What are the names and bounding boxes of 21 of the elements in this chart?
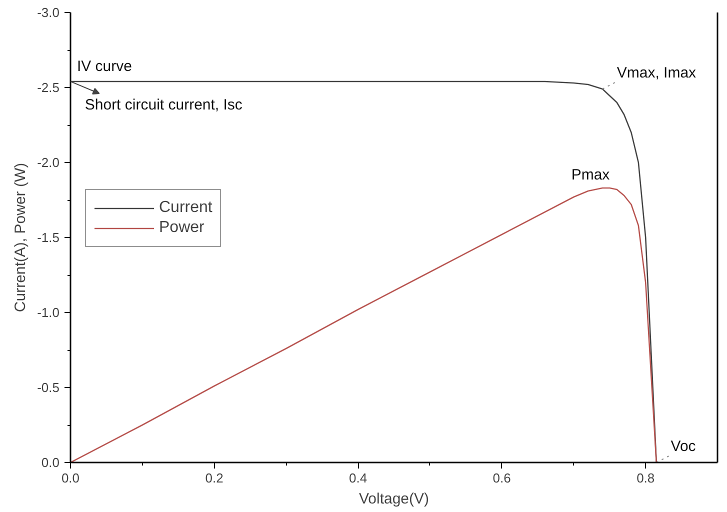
annotation: Voc	[670, 438, 696, 455]
x-axis-title: Voltage(V)	[358, 490, 430, 508]
x-tick-label: 0.8	[636, 470, 655, 486]
x-tick-label: 0.4	[349, 470, 368, 486]
legend-label: Current	[159, 199, 212, 217]
annotation: Pmax	[571, 166, 610, 184]
legend-label: Power	[159, 219, 204, 237]
x-tick-label: 0.2	[205, 470, 224, 486]
y-tick-label: 0.0	[41, 455, 60, 470]
y-tick-label: -2.5	[37, 80, 60, 95]
y-tick-label: -0.5	[37, 380, 60, 395]
annotation: Vmax, Imax	[616, 64, 697, 82]
y-tick-label: -1.5	[37, 230, 60, 245]
y-tick-label: -2.0	[37, 155, 60, 170]
y-tick-label: -3.0	[37, 5, 60, 20]
y-tick-label: -1.0	[37, 305, 60, 320]
y-axis-title: Current(A), Power (W)	[12, 162, 30, 312]
annotation: IV curve	[76, 58, 132, 75]
x-tick-label: 0.6	[492, 470, 511, 486]
annotation: Short circuit current, Isc	[84, 96, 243, 114]
x-tick-label: 0.0	[61, 470, 80, 486]
